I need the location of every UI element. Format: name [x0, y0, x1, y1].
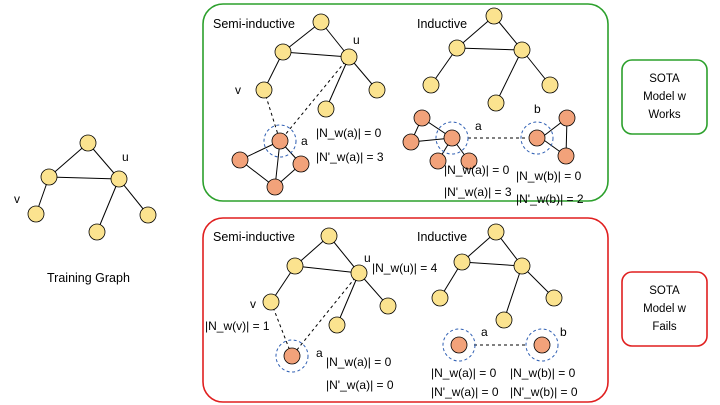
side-fails-line1: SOTA: [649, 285, 680, 297]
side-works-line1: SOTA: [649, 73, 680, 85]
fails-semi-label-v: v: [250, 297, 256, 311]
fails-ind-ann-b2: |N'_w(b)| = 0: [510, 385, 578, 399]
works-ind-ann-a2: |N'_w(a)| = 3: [444, 185, 512, 199]
works-ind-ann-a1: |N_w(a)| = 0: [444, 163, 510, 177]
fails-semi-ann-v: |N_w(v)| = 1: [205, 319, 270, 333]
works-ind-title: Inductive: [417, 17, 467, 31]
works-ind-label-b: b: [534, 102, 541, 116]
fails-ind-graph: [431, 223, 563, 362]
training-caption: Training Graph: [47, 271, 130, 285]
fails-semi-label-u: u: [364, 251, 371, 265]
works-ind-ann-b2: |N'_w(b)| = 2: [516, 192, 584, 206]
works-ind-ann-b1: |N_w(b)| = 0: [516, 169, 582, 183]
side-fails-line2: Model w: [643, 303, 687, 315]
fails-semi-ann1: |N_w(a)| = 0: [326, 355, 392, 369]
side-fails-box: [621, 271, 708, 347]
fails-semi-ann-u: |N_w(u)| = 4: [372, 261, 438, 275]
works-ind-label-a: a: [475, 119, 482, 133]
fails-semi-graph: [262, 227, 397, 373]
training-label-v: v: [14, 192, 20, 206]
side-works-line2: Model w: [643, 91, 687, 103]
fails-semi-label-a: a: [316, 346, 323, 360]
side-works-line3: Works: [648, 109, 681, 121]
fails-ind-label-b: b: [560, 325, 567, 339]
works-semi-title: Semi-inductive: [213, 17, 295, 31]
side-fails-line3: Fails: [652, 321, 677, 333]
works-panel-border: [202, 3, 609, 202]
works-ind-graph: [402, 7, 576, 170]
works-semi-ann2: |N'_w(a)| = 3: [316, 150, 384, 164]
fails-ind-ann-b1: |N_w(b)| = 0: [510, 366, 576, 380]
side-works-box: [621, 59, 708, 135]
fails-ind-label-a: a: [481, 325, 488, 339]
fails-ind-title: Inductive: [417, 230, 467, 244]
works-semi-graph: [231, 13, 386, 196]
fails-panel-border: [202, 217, 609, 403]
works-semi-label-a: a: [301, 134, 308, 148]
fails-semi-title: Semi-inductive: [213, 230, 295, 244]
works-semi-ann1: |N_w(a)| = 0: [316, 126, 382, 140]
works-semi-label-v: v: [235, 83, 241, 97]
works-semi-label-u: u: [353, 33, 360, 47]
fails-ind-ann-a2: |N'_w(a)| = 0: [431, 385, 499, 399]
fails-ind-ann-a1: |N_w(a)| = 0: [431, 366, 497, 380]
fails-semi-ann2: |N'_w(a)| = 0: [326, 378, 394, 392]
training-label-u: u: [122, 150, 129, 164]
training-graph: u v Training Graph: [14, 134, 157, 285]
